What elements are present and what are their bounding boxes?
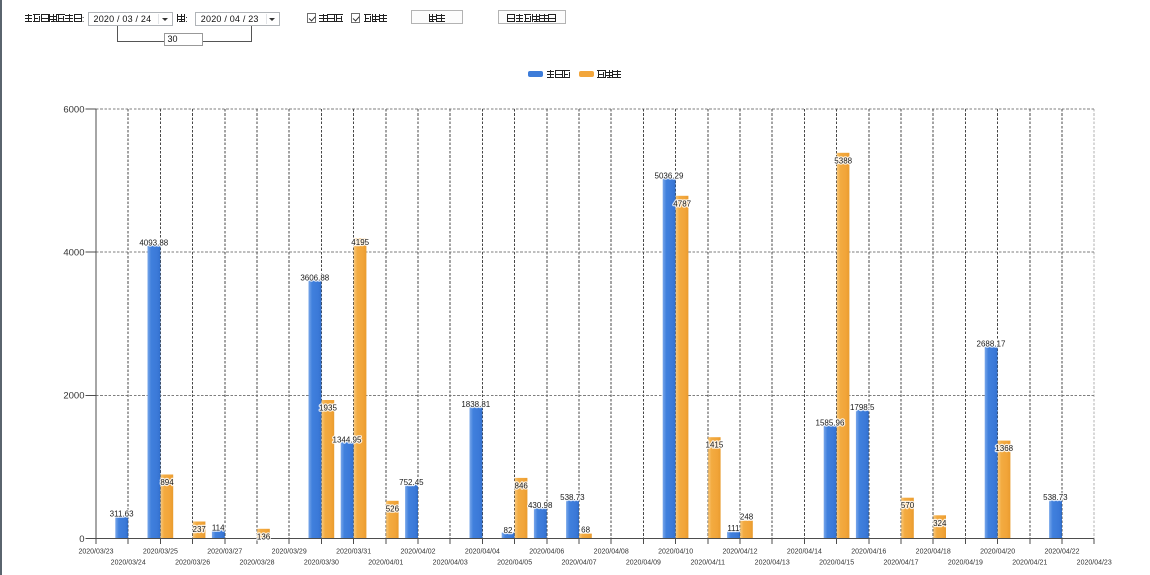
- svg-text:2688.17: 2688.17: [977, 339, 1006, 348]
- svg-text:2020/03/30: 2020/03/30: [304, 560, 339, 567]
- svg-text:5036.29: 5036.29: [655, 171, 684, 180]
- svg-text:324: 324: [933, 519, 947, 528]
- svg-text:894: 894: [160, 478, 174, 487]
- svg-text:2020/03/27: 2020/03/27: [207, 549, 242, 556]
- svg-text:2020/04/16: 2020/04/16: [851, 549, 886, 556]
- svg-text:114: 114: [212, 524, 225, 533]
- svg-text:4195: 4195: [351, 238, 369, 247]
- svg-text:846: 846: [515, 481, 529, 490]
- svg-text:2020/04/04: 2020/04/04: [465, 549, 500, 556]
- svg-text:2000: 2000: [63, 391, 84, 402]
- svg-text:2020/04/15: 2020/04/15: [819, 560, 854, 567]
- svg-text:2020/03/26: 2020/03/26: [175, 560, 210, 567]
- svg-text:2020/04/19: 2020/04/19: [948, 560, 983, 567]
- svg-text:2020/04/20: 2020/04/20: [980, 549, 1015, 556]
- svg-text:2020/03/29: 2020/03/29: [272, 549, 307, 556]
- svg-text:752.45: 752.45: [399, 478, 424, 487]
- svg-text:4787: 4787: [673, 199, 691, 208]
- svg-text:1838.81: 1838.81: [461, 400, 490, 409]
- svg-text:2020/04/09: 2020/04/09: [626, 560, 661, 567]
- svg-text:4093.88: 4093.88: [139, 239, 168, 248]
- svg-text:6000: 6000: [63, 104, 84, 115]
- svg-text:2020/04/11: 2020/04/11: [691, 560, 726, 567]
- svg-text:1585.96: 1585.96: [816, 418, 845, 427]
- svg-text:2020/04/07: 2020/04/07: [561, 560, 596, 567]
- svg-text:526: 526: [386, 504, 400, 513]
- svg-text:82: 82: [504, 526, 513, 535]
- svg-text:538.73: 538.73: [1043, 493, 1068, 502]
- svg-text:538.73: 538.73: [560, 493, 585, 502]
- svg-text:2020/04/10: 2020/04/10: [658, 549, 693, 556]
- svg-text:1368: 1368: [995, 444, 1013, 453]
- svg-text:570: 570: [901, 501, 915, 510]
- svg-text:1798.5: 1798.5: [850, 403, 875, 412]
- svg-text:2020/03/31: 2020/03/31: [336, 549, 371, 556]
- svg-text:248: 248: [740, 513, 754, 522]
- svg-text:311.63: 311.63: [110, 510, 134, 519]
- svg-text:4000: 4000: [63, 248, 84, 259]
- svg-text:2020/04/06: 2020/04/06: [529, 549, 564, 556]
- svg-text:2020/04/13: 2020/04/13: [755, 560, 790, 567]
- svg-text:68: 68: [581, 526, 590, 535]
- svg-text:2020/04/02: 2020/04/02: [400, 549, 435, 556]
- svg-text:1415: 1415: [706, 441, 724, 450]
- svg-text:430.98: 430.98: [528, 501, 553, 510]
- svg-text:2020/04/18: 2020/04/18: [916, 549, 951, 556]
- svg-text:136: 136: [257, 532, 271, 541]
- svg-text:111: 111: [727, 524, 740, 533]
- svg-text:2020/04/05: 2020/04/05: [497, 560, 532, 567]
- svg-text:2020/04/01: 2020/04/01: [368, 560, 403, 567]
- svg-text:3606.88: 3606.88: [300, 274, 329, 283]
- svg-text:5388: 5388: [834, 156, 852, 165]
- svg-text:1344.95: 1344.95: [333, 436, 362, 445]
- svg-text:0: 0: [79, 534, 84, 545]
- svg-text:2020/03/28: 2020/03/28: [239, 560, 274, 567]
- svg-text:237: 237: [193, 525, 207, 534]
- svg-text:2020/04/23: 2020/04/23: [1077, 560, 1112, 567]
- svg-text:2020/04/14: 2020/04/14: [787, 549, 822, 556]
- svg-text:2020/03/24: 2020/03/24: [111, 560, 146, 567]
- svg-text:2020/04/08: 2020/04/08: [594, 549, 629, 556]
- svg-text:2020/04/17: 2020/04/17: [883, 560, 918, 567]
- svg-text:2020/04/21: 2020/04/21: [1012, 560, 1047, 567]
- svg-text:2020/03/25: 2020/03/25: [143, 549, 178, 556]
- svg-text:2020/04/03: 2020/04/03: [433, 560, 468, 567]
- svg-text:2020/03/23: 2020/03/23: [78, 549, 113, 556]
- svg-text:2020/04/22: 2020/04/22: [1044, 549, 1079, 556]
- svg-text:2020/04/12: 2020/04/12: [722, 549, 757, 556]
- svg-text:1935: 1935: [319, 404, 337, 413]
